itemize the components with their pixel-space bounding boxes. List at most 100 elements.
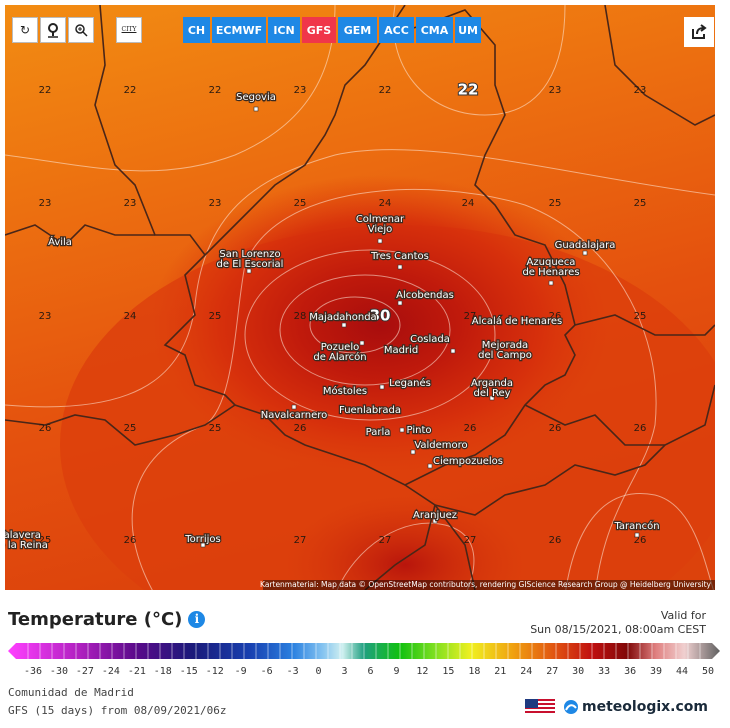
- city-name: Torrijos: [184, 534, 220, 545]
- model-button[interactable]: GEM: [338, 17, 377, 43]
- temperature-label: 26: [549, 423, 562, 434]
- city-name: Colmenar: [356, 214, 405, 225]
- city-name: Tres Cantos: [370, 251, 429, 262]
- temperature-label: 23: [209, 198, 222, 209]
- temperature-label: 23: [124, 198, 137, 209]
- temperature-label: 22: [39, 85, 52, 96]
- pin-icon: [48, 23, 58, 38]
- attribution-bg: [263, 580, 715, 590]
- hot-south: [285, 495, 525, 590]
- temperature-label: 26: [549, 535, 562, 546]
- city-name: Talavera: [5, 530, 41, 541]
- map[interactable]: 22 22 22 23 22 22 23 23 23 23 23 25 24 24 25 25 23 24 25 28…: [5, 5, 715, 590]
- city-name: Navalcarnero: [261, 410, 328, 421]
- city-name: Azuqueca: [527, 257, 576, 268]
- model-button[interactable]: UM: [455, 17, 481, 43]
- city-dot: [377, 238, 383, 244]
- valid-time: Sun 08/15/2021, 08:00am CEST: [530, 623, 706, 636]
- city-name: Alcobendas: [396, 290, 454, 301]
- brand[interactable]: meteologix.com: [525, 699, 708, 715]
- temperature-label: 26: [634, 535, 647, 546]
- temperature-label: 23: [39, 311, 52, 322]
- temperature-label: 23: [39, 198, 52, 209]
- isotherms: [5, 5, 715, 590]
- temperature-labels: 22 22 22 23 22 22 23 23 23 23 23 25 24 24 25 25 23 24 25 28…: [39, 80, 647, 547]
- reload-button[interactable]: ↻: [12, 17, 38, 43]
- city-dot: [397, 300, 403, 306]
- location-button[interactable]: [40, 17, 66, 43]
- scale-label: 33: [598, 666, 611, 677]
- city-dot: [399, 427, 405, 433]
- scale-label: -24: [101, 666, 120, 677]
- temperature-label: 30: [370, 307, 391, 325]
- temperature-label: 26: [294, 423, 307, 434]
- scale-label: -9: [234, 666, 247, 677]
- info-icon[interactable]: i: [188, 611, 206, 628]
- scale-label: -27: [75, 666, 94, 677]
- legend-title: Temperature (°C): [8, 609, 183, 630]
- city-name: Aranjuez: [413, 510, 457, 521]
- city-name: Alcalá de Henares: [472, 315, 562, 327]
- temperature-label: 26: [124, 535, 137, 546]
- scale-label: -36: [23, 666, 43, 677]
- city-name: de Henares: [522, 267, 579, 278]
- scale-label: 27: [546, 666, 559, 677]
- city-button-label: CITY: [121, 26, 137, 33]
- scale-label: 50: [701, 666, 715, 677]
- temperature-label: 25: [294, 198, 307, 209]
- temperature-label: 22: [379, 85, 392, 96]
- city-name: Valdemoro: [414, 440, 467, 451]
- temperature-label: 25: [39, 535, 52, 546]
- scale-label: 24: [520, 666, 533, 677]
- valid-label: Valid for: [660, 609, 706, 622]
- city-name: San Lorenzo: [219, 249, 280, 260]
- scale-label: 18: [468, 666, 481, 677]
- city-name: Ávila: [48, 235, 72, 248]
- model-button[interactable]: CH: [183, 17, 210, 43]
- city-dot: [291, 404, 297, 410]
- model-button[interactable]: CMA: [416, 17, 453, 43]
- temperature-label: 22: [124, 85, 137, 96]
- scale-label: -6: [260, 666, 273, 677]
- scale-label: 44: [676, 666, 689, 677]
- temperature-label: 26: [464, 423, 477, 434]
- share-icon: [692, 24, 707, 39]
- scale-divisions: [27, 643, 701, 659]
- brand-logo: [564, 700, 579, 714]
- model-run: GFS (15 days) from 08/09/2021/06z: [8, 704, 227, 717]
- model-button[interactable]: ECMWF: [212, 17, 266, 43]
- city-dot: [397, 264, 403, 270]
- scale-label: -12: [205, 666, 224, 677]
- city-dot: [427, 463, 433, 469]
- city-name: Guadalajara: [555, 240, 616, 251]
- temperature-label: 26: [39, 423, 52, 434]
- city-name: Arganda: [471, 378, 513, 389]
- share-button[interactable]: [684, 17, 714, 47]
- model-button[interactable]: ACC: [379, 17, 414, 43]
- temperature-label: 24: [379, 198, 392, 209]
- city-name: Segovia: [236, 92, 276, 103]
- city-button[interactable]: CITY: [116, 17, 142, 43]
- city-dot: [582, 250, 588, 256]
- flag-icon: [525, 699, 556, 715]
- city-dot: [432, 518, 438, 524]
- temperature-label: 27: [379, 535, 392, 546]
- zoom-button[interactable]: [68, 17, 94, 43]
- scale-label: 6: [367, 666, 374, 677]
- model-button[interactable]: GFS: [302, 17, 336, 43]
- city-dot: [359, 340, 365, 346]
- hot-core: [150, 175, 610, 475]
- city-name: Tarancón: [613, 520, 659, 532]
- model-button[interactable]: ICN: [268, 17, 300, 43]
- temperature-label: 25: [634, 311, 647, 322]
- temperature-label: 27: [294, 535, 307, 546]
- city-name: Coslada: [410, 334, 450, 345]
- city-name: de Alarcón: [313, 351, 366, 363]
- city-dot: [634, 532, 640, 538]
- city-dot: [548, 280, 554, 286]
- city-dot: [200, 542, 206, 548]
- city-dot: [246, 268, 252, 274]
- temperature-label: 27: [464, 311, 477, 322]
- temperature-label: 24: [124, 311, 137, 322]
